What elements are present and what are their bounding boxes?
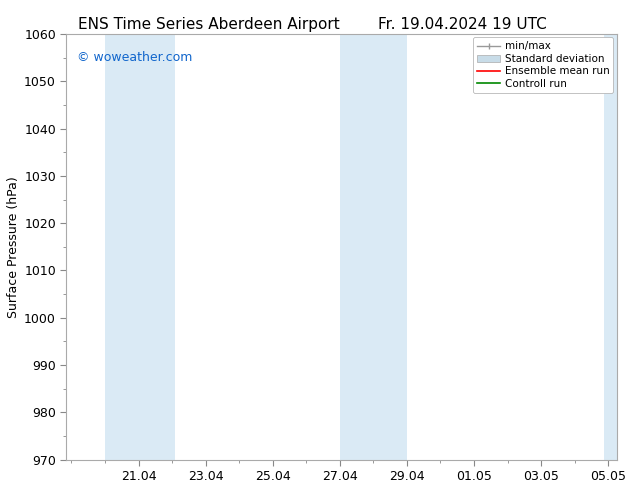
Text: ENS Time Series Aberdeen Airport: ENS Time Series Aberdeen Airport xyxy=(79,17,340,32)
Bar xyxy=(105,34,176,460)
Bar xyxy=(340,34,407,460)
Legend: min/max, Standard deviation, Ensemble mean run, Controll run: min/max, Standard deviation, Ensemble me… xyxy=(473,37,614,93)
Text: © woweather.com: © woweather.com xyxy=(77,51,193,64)
Y-axis label: Surface Pressure (hPa): Surface Pressure (hPa) xyxy=(7,176,20,318)
Bar xyxy=(604,34,616,460)
Text: Fr. 19.04.2024 19 UTC: Fr. 19.04.2024 19 UTC xyxy=(378,17,547,32)
